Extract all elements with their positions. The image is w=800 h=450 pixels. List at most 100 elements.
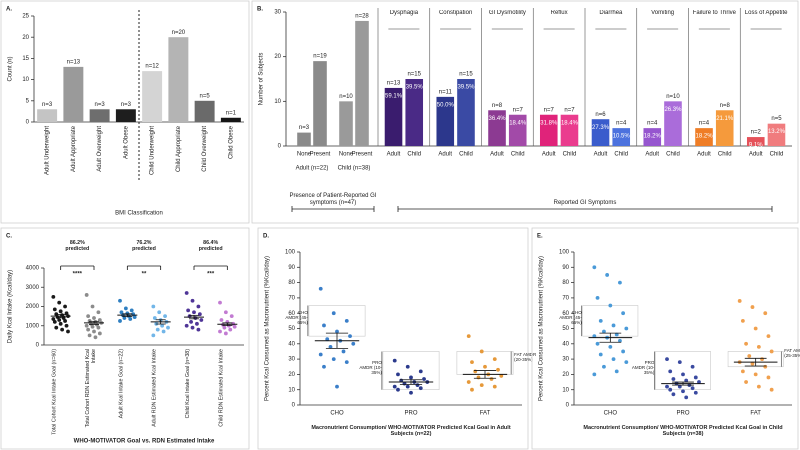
- comparison-label-box: 76.2% predicted: [132, 240, 156, 252]
- x-tick-label: Child: [511, 152, 525, 158]
- x-axis-label-box: Macronutrient Consumption/ WHO-MOTIVATOR…: [311, 425, 510, 437]
- point: [160, 323, 165, 328]
- point: [602, 364, 606, 369]
- bar: [89, 109, 110, 122]
- percent-label: 36.4%: [489, 116, 507, 122]
- bar: [746, 137, 765, 146]
- comparison-label-box: 86.2% predicted: [65, 240, 89, 252]
- amdr-label-box: CHO AMDR (45-65%): [285, 309, 308, 326]
- bar: [664, 101, 682, 146]
- point: [52, 320, 57, 324]
- y-tick-label: 10: [562, 387, 569, 393]
- percent-label: 13.2%: [768, 129, 786, 135]
- x-tick-label: Child: [407, 152, 421, 158]
- point: [479, 383, 484, 388]
- point: [618, 280, 622, 285]
- point: [328, 344, 333, 349]
- bar: [384, 87, 403, 146]
- bar: [37, 109, 58, 122]
- x-tick-label: Present: [310, 152, 331, 158]
- point: [483, 364, 487, 369]
- point: [409, 375, 413, 380]
- amdr-label: CHO AMDR (45-65%): [285, 309, 308, 326]
- panel-label: A.: [6, 7, 12, 13]
- point: [331, 357, 336, 361]
- amdr-label-box: PRO AMDR (10-35%): [632, 360, 655, 375]
- point: [63, 319, 67, 323]
- x-tick-label-box: Total Cohort RDN Estimated Kcal Intake: [85, 349, 97, 427]
- point: [86, 327, 91, 332]
- point: [750, 361, 755, 366]
- bracket-label: Reported GI Symptoms: [553, 200, 617, 207]
- y-axis-label: Number of Subjects: [259, 53, 265, 106]
- point: [476, 375, 481, 380]
- percent-label: 39.5%: [457, 85, 475, 91]
- significance: ****: [73, 272, 83, 278]
- group-title: Loss of Appetite: [744, 10, 788, 16]
- x-tick-label: Child: [459, 152, 473, 158]
- x-tick-label-box: Adult RDN Estimated Kcal Intake: [152, 349, 158, 427]
- comparison-label: 86.4% predicted: [198, 240, 223, 253]
- bar: [63, 66, 84, 122]
- point: [614, 369, 619, 374]
- y-tick-label: 100: [559, 250, 570, 256]
- x-tick-label: Child: [666, 152, 680, 158]
- point: [677, 384, 682, 389]
- point: [396, 387, 400, 392]
- percent-label: 9.1%: [749, 143, 763, 149]
- point: [697, 380, 701, 384]
- bar: [715, 110, 734, 146]
- x-tick-label: Child: [563, 152, 577, 158]
- point: [161, 329, 166, 334]
- group-title: Reflux: [550, 10, 568, 16]
- amdr-label: FAT AMDR (20-35%): [514, 351, 537, 363]
- group-title-box: Vomiting: [651, 10, 674, 16]
- x-tick-label: None: [297, 152, 312, 158]
- point: [592, 372, 597, 377]
- value-label: n=13: [67, 59, 81, 65]
- point: [418, 386, 423, 391]
- point: [693, 390, 698, 395]
- value-label: n=8: [720, 103, 731, 109]
- y-tick-label: 70: [562, 295, 569, 301]
- value-label: n=4: [616, 121, 627, 127]
- y-tick-label: 4000: [26, 266, 40, 272]
- value-label: n=3: [42, 102, 53, 108]
- bar: [591, 119, 610, 146]
- point: [132, 315, 137, 319]
- y-tick-label: 0: [566, 403, 570, 409]
- bar: [488, 110, 506, 146]
- point: [684, 378, 689, 383]
- value-label: n=12: [145, 64, 159, 70]
- x-tick-label: None: [339, 152, 354, 158]
- x-tick-label: Child: [718, 152, 732, 158]
- x-tick-label: CHO: [604, 411, 618, 417]
- y-axis-label: Daily Kcal Intake (Kcal/day): [8, 270, 14, 343]
- point: [608, 344, 613, 349]
- bar: [168, 37, 189, 123]
- y-tick-label: 0: [26, 120, 30, 126]
- point: [763, 364, 768, 369]
- point: [598, 318, 603, 323]
- y-tick-label: 100: [285, 250, 296, 256]
- x-tick-label: Adult Kcal Intake Goal (n=22): [118, 349, 125, 419]
- x-axis-label: WHO-MOTIVATOR Goal vs. RDN Estimated Int…: [74, 439, 215, 445]
- bar: [297, 132, 311, 146]
- value-label: n=5: [771, 116, 782, 122]
- point: [166, 325, 170, 330]
- value-label: n=4: [699, 121, 710, 127]
- value-label: n=15: [459, 72, 473, 78]
- point: [122, 316, 127, 320]
- group-title-box: Failure to Thrive: [693, 10, 736, 16]
- point: [671, 392, 676, 397]
- point: [51, 294, 56, 299]
- point: [58, 309, 63, 314]
- value-label: n=7: [513, 107, 524, 113]
- x-tick-label: Child Obese: [228, 125, 234, 159]
- y-axis-label: Count (n): [8, 56, 14, 81]
- point: [769, 387, 774, 392]
- point: [624, 326, 629, 331]
- x-tick-label: Adult: [697, 152, 711, 158]
- point: [614, 332, 619, 337]
- significance: ***: [207, 272, 215, 278]
